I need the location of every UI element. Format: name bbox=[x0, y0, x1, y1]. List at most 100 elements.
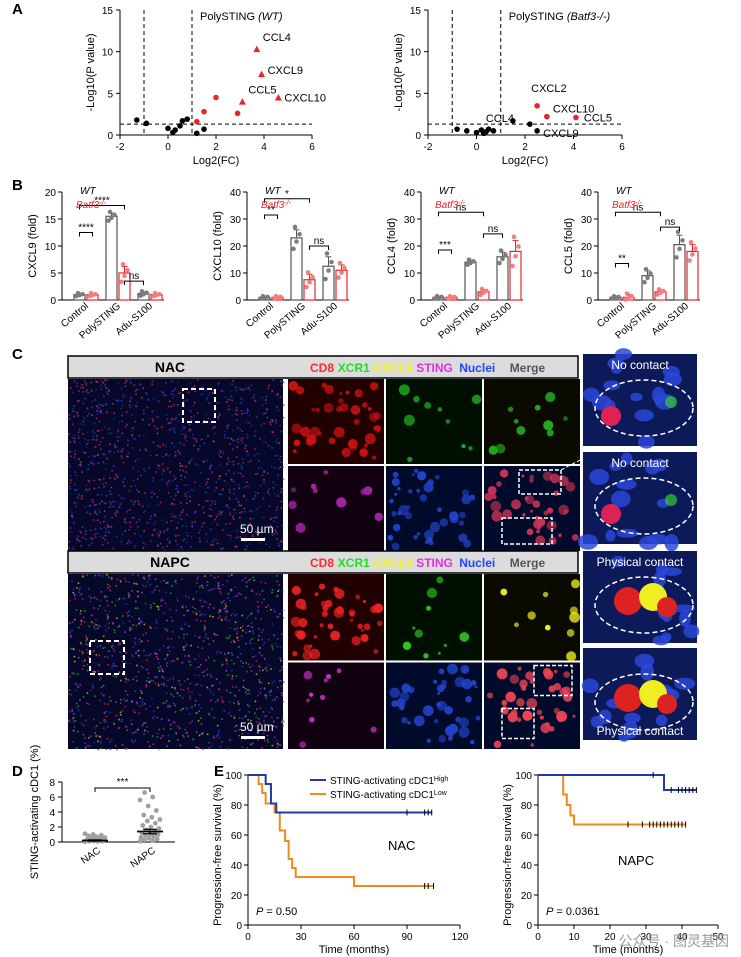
cell-pixel bbox=[105, 574, 108, 576]
cell-pixel bbox=[77, 437, 80, 439]
cell-pixel bbox=[248, 579, 250, 582]
cell-pixel bbox=[270, 668, 272, 670]
cell-pixel bbox=[114, 500, 117, 503]
cell-pixel bbox=[216, 401, 219, 404]
cell-pixel bbox=[267, 730, 269, 733]
cell-pixel bbox=[73, 456, 76, 459]
cell-pixel bbox=[188, 495, 191, 498]
cell-pixel bbox=[169, 428, 172, 430]
cell-pixel bbox=[156, 545, 159, 548]
cell-pixel bbox=[95, 513, 98, 515]
replicate-dot bbox=[273, 293, 279, 299]
cell-pixel bbox=[84, 746, 87, 749]
cell-pixel bbox=[152, 441, 155, 444]
sample-dot bbox=[142, 837, 148, 843]
cell-pixel bbox=[170, 693, 173, 696]
replicate-dot bbox=[680, 238, 685, 243]
x-tick-label: 6 bbox=[619, 142, 625, 153]
cell-pixel bbox=[216, 724, 219, 727]
cell-pixel bbox=[239, 627, 242, 629]
cell-pixel bbox=[69, 440, 72, 443]
cell-pixel bbox=[251, 664, 254, 667]
cell-pixel bbox=[271, 591, 273, 594]
cell-pixel bbox=[195, 746, 198, 749]
cell-blob bbox=[522, 710, 533, 721]
cell-pixel bbox=[91, 430, 94, 433]
cell-pixel bbox=[200, 605, 203, 608]
cell-pixel bbox=[168, 740, 170, 742]
sample-dot bbox=[86, 833, 92, 839]
cell-pixel bbox=[226, 534, 229, 536]
cell-pixel bbox=[161, 668, 163, 670]
cell-pixel bbox=[76, 382, 79, 385]
cell-pixel bbox=[91, 684, 94, 687]
cell-pixel bbox=[78, 463, 81, 466]
cell-pixel bbox=[188, 429, 191, 432]
cell-pixel bbox=[189, 660, 191, 663]
cell-pixel bbox=[169, 541, 171, 543]
y-tick-label: 5 bbox=[107, 89, 113, 100]
cell-pixel bbox=[145, 668, 148, 671]
cell-pixel bbox=[241, 511, 244, 513]
cell-pixel bbox=[278, 467, 280, 470]
cell-pixel bbox=[111, 667, 113, 670]
cell-pixel bbox=[133, 582, 136, 585]
cell-pixel bbox=[215, 678, 218, 680]
cell-pixel bbox=[172, 390, 175, 392]
cell-pixel bbox=[267, 604, 269, 607]
cell-pixel bbox=[239, 428, 242, 431]
cell-blob bbox=[514, 622, 519, 628]
sample-dot bbox=[145, 803, 151, 809]
cell-blob bbox=[389, 687, 401, 699]
cell-pixel bbox=[166, 582, 168, 584]
cell-pixel bbox=[237, 472, 240, 474]
cell-pixel bbox=[166, 662, 169, 664]
cell-pixel bbox=[90, 689, 92, 691]
cell-pixel bbox=[238, 387, 241, 390]
cell-pixel bbox=[266, 734, 269, 737]
cell-pixel bbox=[200, 733, 203, 735]
cell-pixel bbox=[165, 700, 168, 702]
cell-pixel bbox=[151, 534, 154, 536]
cell-pixel bbox=[70, 479, 73, 481]
cell-pixel bbox=[202, 512, 205, 514]
cell-blob bbox=[408, 489, 413, 494]
cell-pixel bbox=[175, 534, 177, 537]
replicate-dot bbox=[688, 239, 694, 245]
cell-pixel bbox=[233, 493, 235, 495]
cell-pixel bbox=[113, 650, 116, 652]
cell-blob bbox=[459, 632, 470, 642]
cell-pixel bbox=[278, 545, 281, 547]
cell-pixel bbox=[216, 634, 219, 637]
cell-pixel bbox=[84, 747, 87, 750]
cell-pixel bbox=[70, 514, 73, 517]
cell-pixel bbox=[266, 738, 269, 741]
cell-pixel bbox=[178, 453, 181, 455]
cell-blob bbox=[543, 670, 554, 680]
cell-pixel bbox=[238, 516, 241, 519]
cell-pixel bbox=[162, 391, 165, 394]
cell-pixel bbox=[114, 745, 117, 747]
cell-pixel bbox=[246, 704, 249, 706]
cell-pixel bbox=[109, 477, 111, 479]
cell-pixel bbox=[151, 697, 153, 700]
cell-pixel bbox=[264, 582, 267, 584]
cell-pixel bbox=[188, 424, 191, 426]
y-tick-label: 80 bbox=[521, 801, 533, 812]
cell-pixel bbox=[271, 699, 274, 702]
significance-bracket bbox=[79, 205, 125, 210]
cell-pixel bbox=[78, 591, 80, 594]
cell-pixel bbox=[134, 404, 137, 407]
cell-pixel bbox=[183, 538, 186, 541]
cell-pixel bbox=[128, 614, 130, 617]
cell-pixel bbox=[282, 681, 285, 683]
cell-pixel bbox=[234, 614, 237, 617]
cell-pixel bbox=[185, 732, 188, 735]
cell-pixel bbox=[230, 478, 232, 481]
cell-pixel bbox=[233, 662, 235, 665]
cell-pixel bbox=[69, 631, 71, 634]
cell-pixel bbox=[103, 485, 105, 488]
cell-pixel bbox=[123, 497, 126, 500]
zoom-box bbox=[533, 664, 573, 697]
cell-pixel bbox=[133, 438, 136, 440]
